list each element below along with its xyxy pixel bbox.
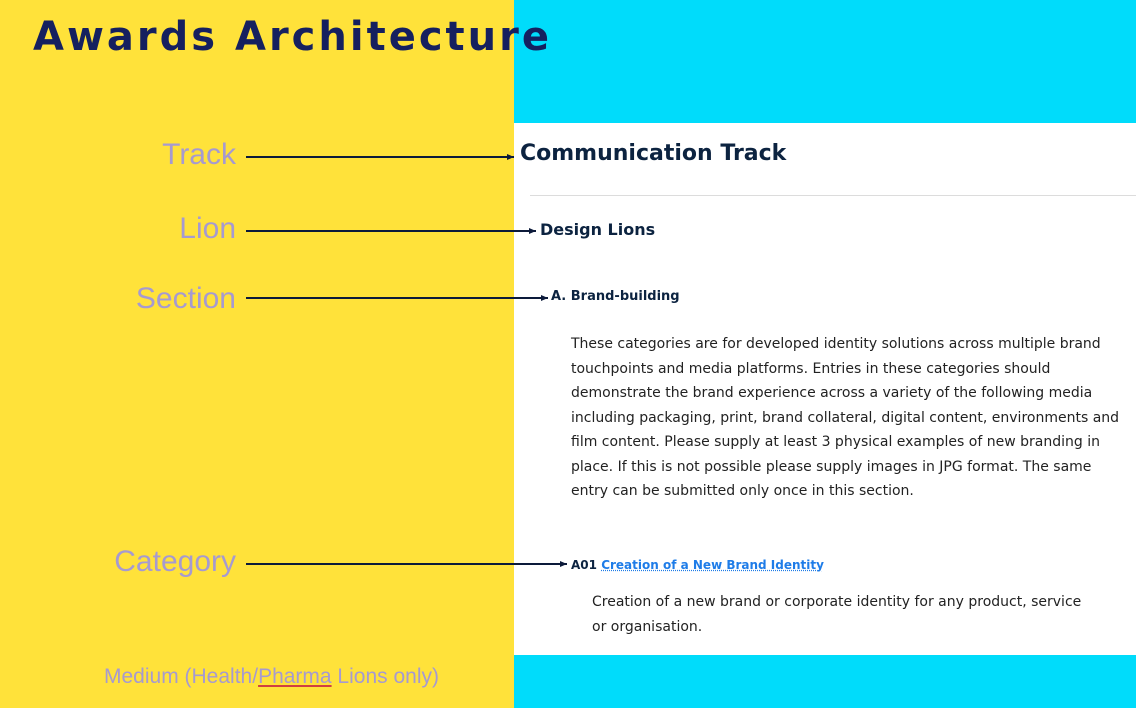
level-label-category: Category xyxy=(114,545,236,578)
cyan-footer-band xyxy=(514,655,1136,708)
section-description: These categories are for developed ident… xyxy=(571,336,1120,499)
level-label-section: Section xyxy=(135,282,236,315)
divider xyxy=(530,195,1136,196)
footer-note-suffix: Lions only) xyxy=(331,665,439,688)
footer-note-underlined: Pharma xyxy=(258,665,332,688)
category-description: Creation of a new brand or corporate ide… xyxy=(592,594,1082,635)
level-label-lion: Lion xyxy=(179,212,236,245)
left-panel xyxy=(0,0,514,708)
cyan-header-band xyxy=(514,0,1136,123)
footer-note-prefix: Medium (Health/ xyxy=(104,665,259,688)
category-row: A01 Creation of a New Brand Identity xyxy=(571,558,824,572)
category-link[interactable]: Creation of a New Brand Identity xyxy=(601,558,824,572)
footer-note: Medium (Health/Pharma Lions only) xyxy=(104,665,439,689)
slide-title: Awards Architecture xyxy=(33,14,552,60)
category-code: A01 xyxy=(571,558,597,572)
lion-heading: Design Lions xyxy=(540,220,656,239)
track-heading: Communication Track xyxy=(520,141,787,166)
section-heading: A. Brand-building xyxy=(551,289,680,304)
level-label-track: Track xyxy=(162,138,236,171)
